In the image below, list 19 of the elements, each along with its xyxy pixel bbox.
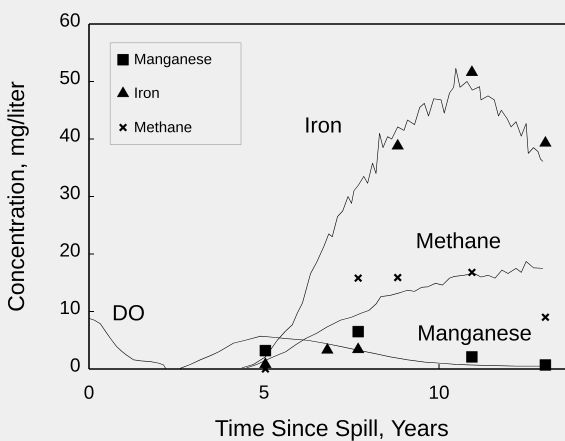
- y-tick-label: 0: [70, 358, 80, 372]
- y-tick-label: 10: [60, 300, 80, 314]
- y-tick-label: 40: [60, 128, 80, 142]
- y-tick-label: 20: [60, 243, 80, 257]
- y-tick-label: 60: [60, 13, 80, 27]
- legend-label: Iron: [135, 88, 159, 98]
- x-tick-label: 0: [84, 386, 94, 399]
- series-label: Manganese: [419, 325, 531, 345]
- legend-label: Methane: [135, 121, 192, 132]
- legend-label: Manganese: [135, 54, 212, 68]
- series-label: DO: [114, 305, 144, 321]
- series-label: Iron: [306, 117, 341, 133]
- y-tick-label: 50: [60, 70, 80, 84]
- x-tick-label: 10: [430, 386, 449, 399]
- series-label: Methane: [418, 232, 500, 248]
- y-axis-title: Concentration, mg/liter: [7, 82, 29, 311]
- x-tick-label: 5: [259, 386, 268, 399]
- x-axis-title: Time Since Spill, Years: [215, 419, 448, 441]
- y-tick-label: 30: [60, 186, 80, 200]
